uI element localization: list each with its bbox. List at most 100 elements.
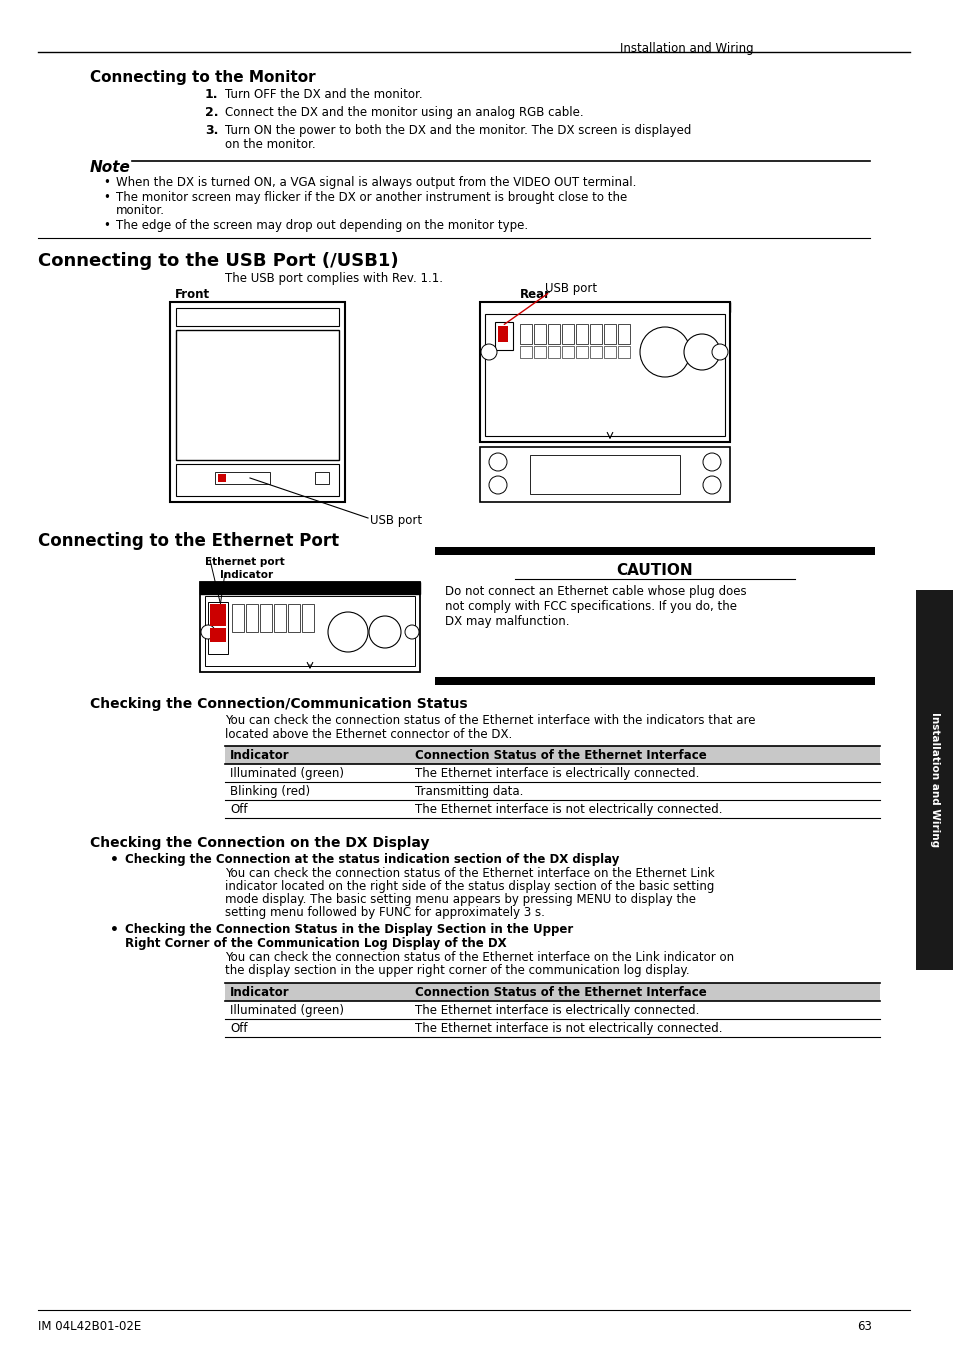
Bar — [534, 324, 545, 344]
Bar — [218, 474, 226, 482]
Bar — [589, 324, 601, 344]
Text: IM 04L42B01-02E: IM 04L42B01-02E — [38, 1320, 141, 1332]
Text: Connection Status of the Ethernet Interface: Connection Status of the Ethernet Interf… — [415, 749, 706, 761]
Text: Note: Note — [90, 161, 131, 176]
Text: Connecting to the USB Port (/USB1): Connecting to the USB Port (/USB1) — [38, 252, 398, 270]
Text: located above the Ethernet connector of the DX.: located above the Ethernet connector of … — [225, 728, 512, 741]
Bar — [170, 302, 345, 502]
Circle shape — [702, 477, 720, 494]
Text: The monitor screen may flicker if the DX or another instrument is brought close : The monitor screen may flicker if the DX… — [116, 190, 626, 204]
Text: monitor.: monitor. — [116, 204, 165, 217]
Text: Illuminated (green): Illuminated (green) — [230, 1004, 344, 1017]
Text: Rear: Rear — [519, 288, 551, 301]
Text: Illuminated (green): Illuminated (green) — [230, 767, 344, 780]
Text: Transmitting data.: Transmitting data. — [415, 784, 523, 798]
Bar — [484, 315, 724, 436]
Text: •: • — [103, 219, 110, 232]
Bar — [260, 603, 272, 632]
Bar — [246, 603, 257, 632]
Text: The Ethernet interface is electrically connected.: The Ethernet interface is electrically c… — [415, 1004, 699, 1017]
Text: You can check the connection status of the Ethernet interface on the Ethernet Li: You can check the connection status of t… — [225, 867, 714, 880]
Bar — [214, 472, 270, 485]
Circle shape — [405, 625, 418, 639]
Bar — [225, 747, 879, 764]
Text: Off: Off — [230, 1022, 247, 1035]
Bar — [479, 447, 729, 502]
Text: Blinking (red): Blinking (red) — [230, 784, 310, 798]
Text: Indicator: Indicator — [220, 570, 273, 580]
Bar — [576, 346, 587, 358]
Bar — [435, 676, 874, 684]
Circle shape — [683, 333, 720, 370]
Text: You can check the connection status of the Ethernet interface on the Link indica: You can check the connection status of t… — [225, 950, 734, 964]
Text: Right Corner of the Communication Log Display of the DX: Right Corner of the Communication Log Di… — [125, 937, 506, 950]
Circle shape — [201, 625, 214, 639]
Bar — [200, 582, 419, 672]
Bar — [915, 590, 953, 971]
Bar — [479, 302, 729, 312]
Text: USB port: USB port — [544, 282, 597, 296]
Text: •: • — [110, 853, 119, 867]
Text: The Ethernet interface is electrically connected.: The Ethernet interface is electrically c… — [415, 767, 699, 780]
Bar — [547, 324, 559, 344]
Text: Checking the Connection/Communication Status: Checking the Connection/Communication St… — [90, 697, 467, 711]
Text: Connecting to the Monitor: Connecting to the Monitor — [90, 70, 315, 85]
Text: •: • — [103, 176, 110, 189]
Text: Ethernet port: Ethernet port — [205, 558, 284, 567]
Bar — [274, 603, 286, 632]
Bar — [210, 603, 226, 626]
Bar — [175, 329, 338, 460]
Text: indicator located on the right side of the status display section of the basic s: indicator located on the right side of t… — [225, 880, 714, 892]
Bar — [225, 983, 879, 1000]
Bar — [495, 323, 513, 350]
Text: The Ethernet interface is not electrically connected.: The Ethernet interface is not electrical… — [415, 803, 721, 815]
Bar — [603, 346, 616, 358]
Text: Installation and Wiring: Installation and Wiring — [929, 713, 939, 848]
Text: Turn OFF the DX and the monitor.: Turn OFF the DX and the monitor. — [225, 88, 422, 101]
Text: Checking the Connection on the DX Display: Checking the Connection on the DX Displa… — [90, 836, 429, 850]
Text: Installation and Wiring: Installation and Wiring — [619, 42, 753, 55]
Bar — [534, 346, 545, 358]
Text: Indicator: Indicator — [230, 749, 290, 761]
Text: the display section in the upper right corner of the communication log display.: the display section in the upper right c… — [225, 964, 689, 977]
Bar — [232, 603, 244, 632]
Circle shape — [489, 454, 506, 471]
Bar — [205, 595, 415, 666]
Text: You can check the connection status of the Ethernet interface with the indicator: You can check the connection status of t… — [225, 714, 755, 728]
Bar — [288, 603, 299, 632]
Text: The USB port complies with Rev. 1.1.: The USB port complies with Rev. 1.1. — [225, 271, 442, 285]
Text: Connection Status of the Ethernet Interface: Connection Status of the Ethernet Interf… — [415, 986, 706, 999]
Bar — [561, 324, 574, 344]
Bar — [530, 455, 679, 494]
Text: 63: 63 — [856, 1320, 871, 1332]
Text: Off: Off — [230, 803, 247, 815]
Text: USB port: USB port — [370, 514, 421, 526]
Circle shape — [369, 616, 400, 648]
Bar — [435, 547, 874, 555]
Text: CAUTION: CAUTION — [616, 563, 693, 578]
Bar — [603, 324, 616, 344]
Text: setting menu followed by FUNC for approximately 3 s.: setting menu followed by FUNC for approx… — [225, 906, 544, 919]
Text: Do not connect an Ethernet cable whose plug does
not comply with FCC specificati: Do not connect an Ethernet cable whose p… — [444, 585, 746, 628]
Bar — [208, 602, 228, 653]
Text: When the DX is turned ON, a VGA signal is always output from the VIDEO OUT termi: When the DX is turned ON, a VGA signal i… — [116, 176, 636, 189]
Bar — [497, 325, 507, 342]
Text: 1.: 1. — [205, 88, 218, 101]
Text: •: • — [103, 190, 110, 204]
Bar — [210, 628, 226, 643]
Text: Checking the Connection at the status indication section of the DX display: Checking the Connection at the status in… — [125, 853, 618, 865]
Circle shape — [328, 612, 368, 652]
Circle shape — [480, 344, 497, 360]
Circle shape — [702, 454, 720, 471]
Text: Turn ON the power to both the DX and the monitor. The DX screen is displayed: Turn ON the power to both the DX and the… — [225, 124, 691, 136]
Bar — [561, 346, 574, 358]
Text: 2.: 2. — [205, 107, 218, 119]
Bar — [576, 324, 587, 344]
Bar — [547, 346, 559, 358]
Text: The edge of the screen may drop out depending on the monitor type.: The edge of the screen may drop out depe… — [116, 219, 528, 232]
Bar — [618, 324, 629, 344]
Bar — [589, 346, 601, 358]
Bar — [175, 464, 338, 495]
Text: mode display. The basic setting menu appears by pressing MENU to display the: mode display. The basic setting menu app… — [225, 892, 696, 906]
Text: Indicator: Indicator — [230, 986, 290, 999]
